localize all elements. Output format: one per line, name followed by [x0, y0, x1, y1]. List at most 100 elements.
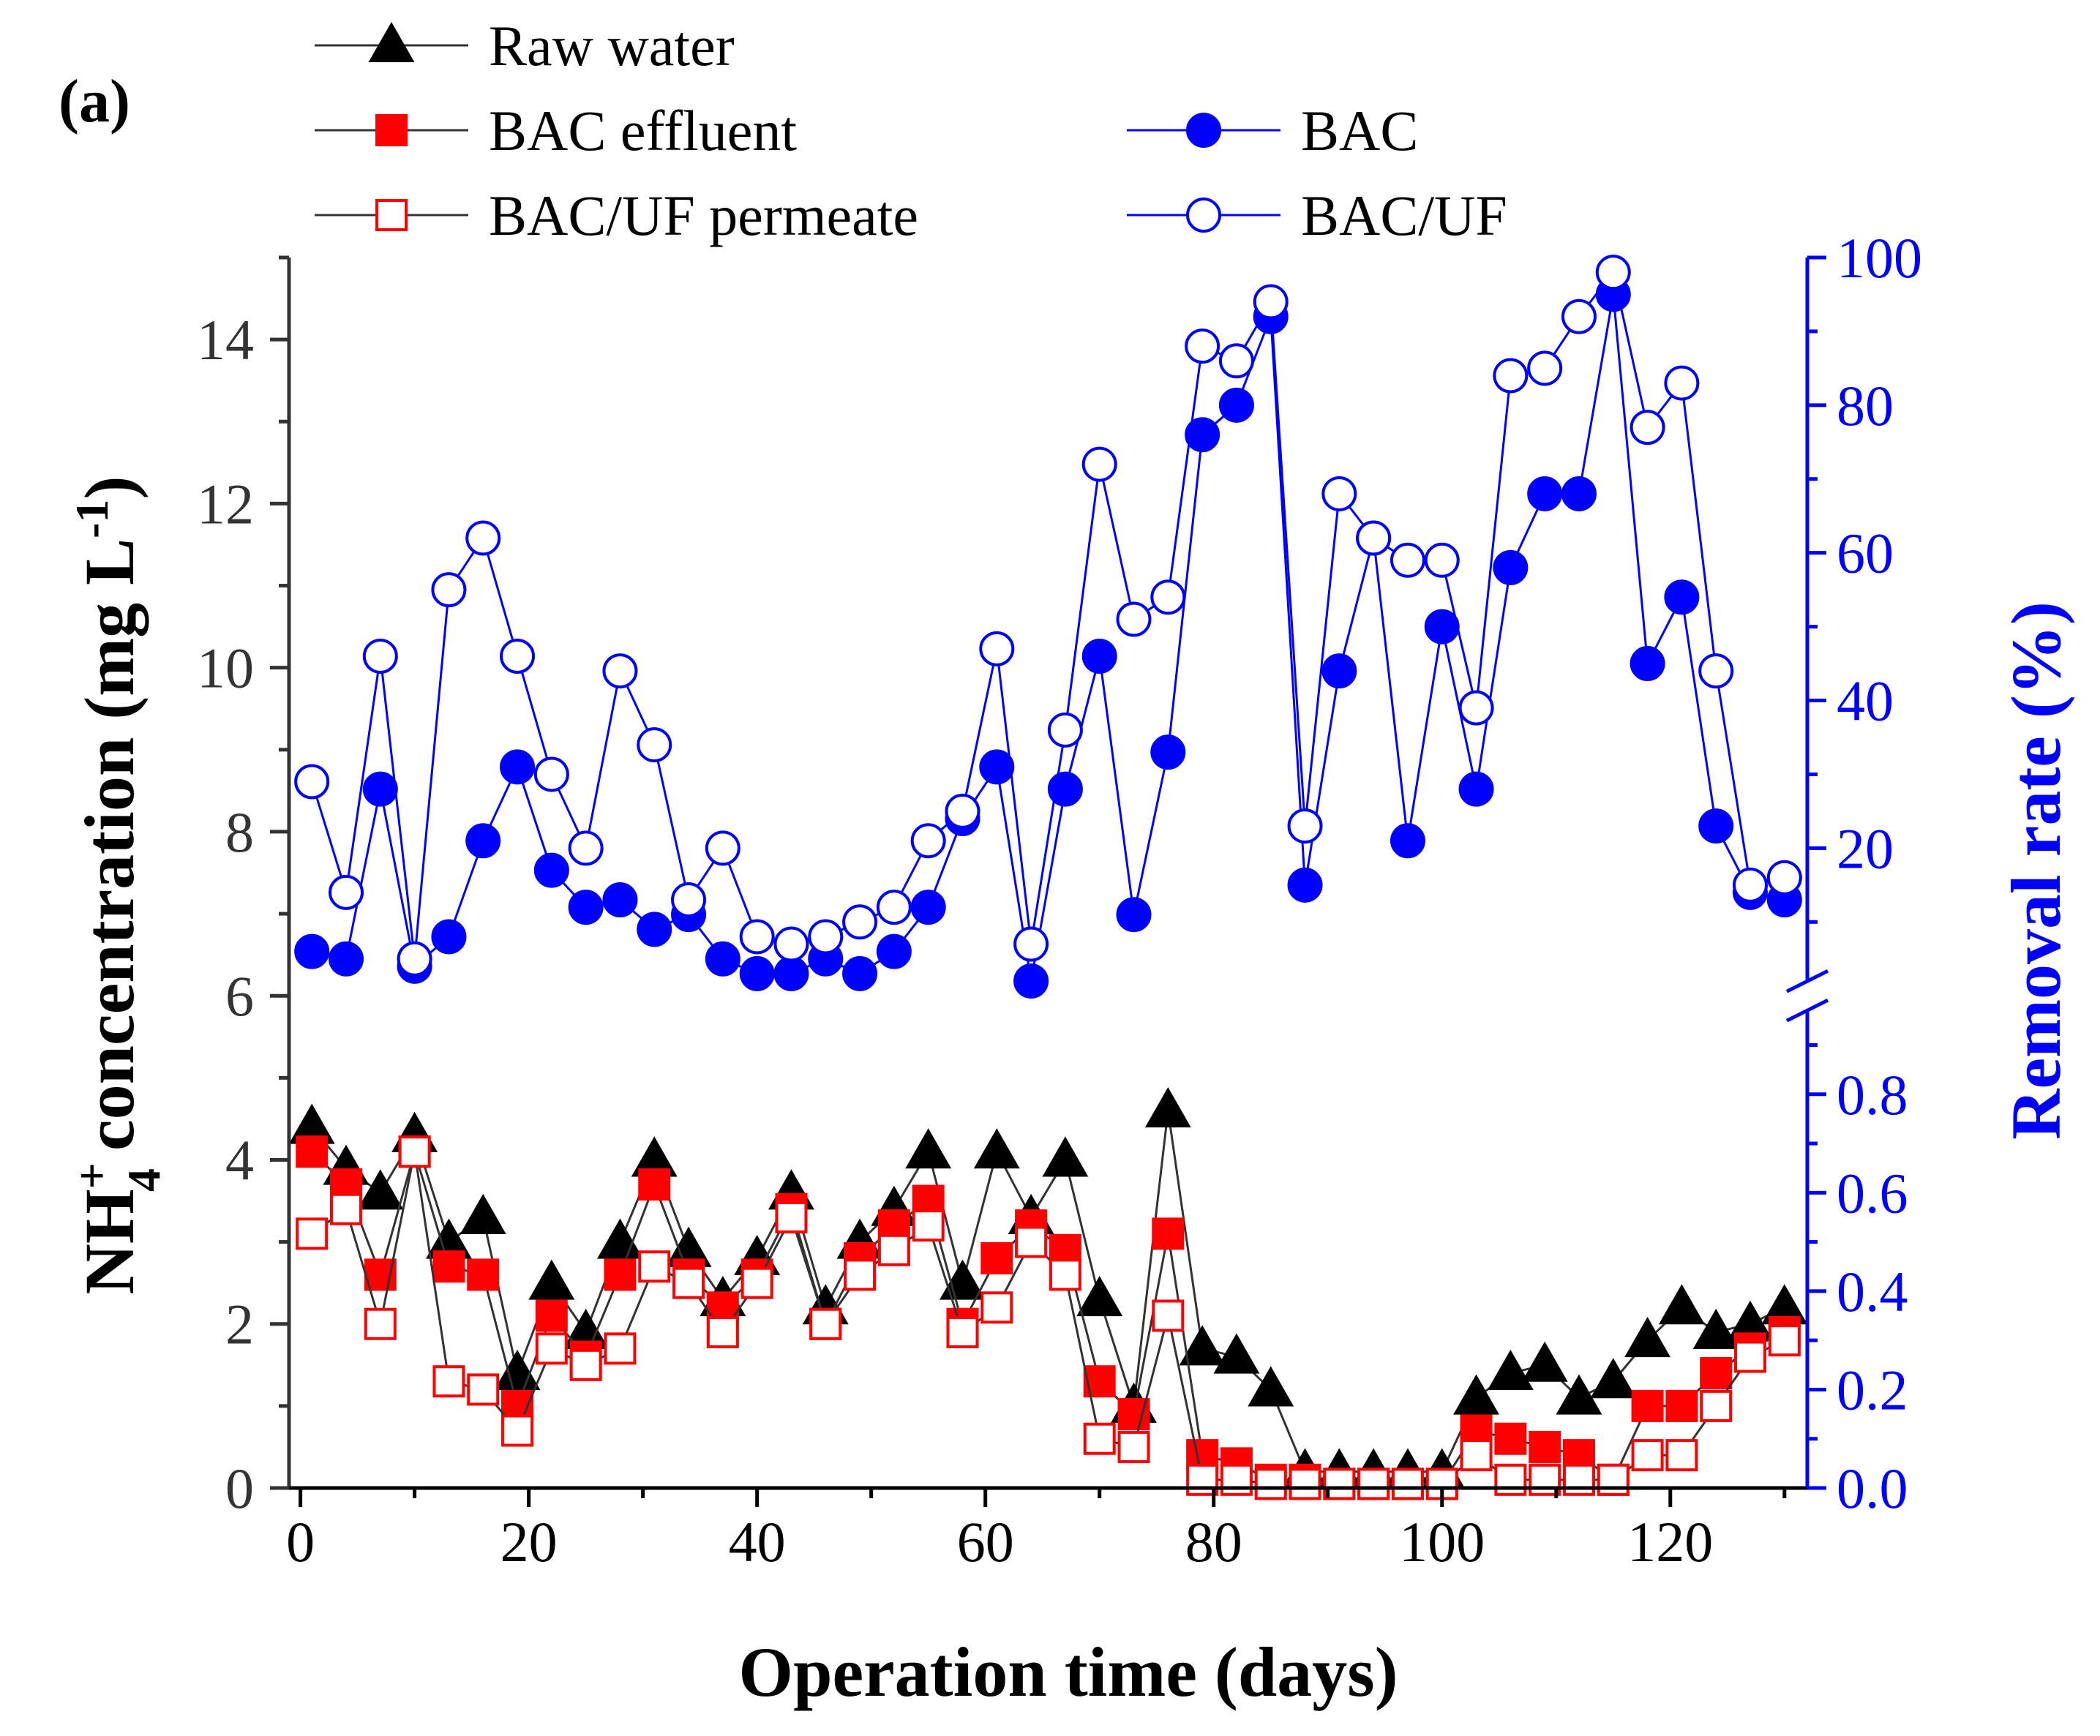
- data-point-bac: [1390, 823, 1425, 859]
- data-point-bac: [1287, 867, 1323, 903]
- legend-marker-bac-effluent: [375, 114, 408, 146]
- data-point-raw-water: [1248, 1366, 1294, 1407]
- data-point-bac-uf-permeate: [398, 1135, 431, 1168]
- legend-label: BAC/UF permeate: [489, 184, 918, 247]
- data-point-bac-uf: [1664, 365, 1700, 401]
- data-point-bac-uf-permeate: [1631, 1439, 1664, 1472]
- data-point-bac-uf: [533, 756, 569, 792]
- data-point-bac-effluent: [1152, 1217, 1185, 1250]
- data-point-bac-uf-permeate: [1562, 1463, 1595, 1496]
- y-tick-label: 4: [225, 1128, 254, 1192]
- legend-label: BAC/UF: [1301, 184, 1507, 247]
- data-point-bac-uf: [1493, 358, 1529, 394]
- legend-item-bac-uf: BAC/UF: [1127, 184, 1507, 247]
- data-point-bac-uf-permeate: [467, 1373, 500, 1406]
- data-point-bac-uf-permeate: [1700, 1389, 1733, 1422]
- data-point-bac: [1698, 808, 1734, 844]
- x-tick-label: 0: [286, 1510, 315, 1574]
- data-point-bac-uf-permeate: [1049, 1258, 1081, 1291]
- data-point-bac-uf-permeate: [946, 1315, 979, 1348]
- data-point-bac-effluent: [364, 1258, 397, 1291]
- data-point-raw-water: [973, 1128, 1020, 1169]
- data-point-bac-uf-permeate: [364, 1307, 397, 1340]
- y2-tick-label-upper: 80: [1837, 374, 1894, 437]
- data-point-bac: [842, 955, 878, 991]
- data-point-bac-uf: [500, 638, 536, 674]
- data-point-bac-uf-permeate: [638, 1250, 671, 1283]
- data-point-bac-effluent: [1529, 1430, 1561, 1463]
- data-point-raw-water: [1624, 1317, 1671, 1358]
- data-point-bac: [294, 933, 330, 969]
- data-point-bac: [773, 955, 809, 991]
- legend: Raw water BAC effluent BAC/UF permeate BAC B…: [315, 14, 1507, 247]
- data-point-bac-uf-permeate: [1083, 1422, 1116, 1455]
- data-point-raw-water: [905, 1128, 952, 1169]
- series-line-bac: [311, 294, 1785, 982]
- y2-tick-label-upper: 60: [1837, 522, 1894, 585]
- legend-item-bac-uf-permeate: BAC/UF permeate: [315, 184, 918, 247]
- data-point-bac-uf: [1630, 410, 1665, 446]
- data-point-bac-uf: [294, 764, 330, 800]
- data-point-bac-uf: [808, 919, 844, 955]
- data-point-bac-uf-permeate: [296, 1217, 329, 1250]
- panel-label: (a): [59, 67, 130, 135]
- legend-label: Raw water: [489, 14, 735, 78]
- data-point-bac: [1116, 897, 1152, 933]
- data-point-bac: [465, 823, 501, 859]
- y2-tick-label-lower: 0.0: [1837, 1457, 1908, 1520]
- data-point-raw-water: [1692, 1308, 1739, 1349]
- data-point-bac-uf: [602, 653, 638, 689]
- data-point-bac-uf-permeate: [1768, 1324, 1801, 1357]
- legend-marker-bac-uf: [1186, 198, 1221, 233]
- data-point-bac-uf: [842, 904, 878, 940]
- x-tick-label: 100: [1399, 1510, 1485, 1574]
- y-axis-title-base: NH: [70, 1189, 149, 1294]
- data-point-bac: [362, 771, 398, 807]
- data-point-raw-water: [1453, 1374, 1500, 1415]
- data-point-bac-effluent: [1665, 1389, 1698, 1422]
- data-point-bac-uf: [910, 823, 946, 859]
- x-tick-label: 40: [729, 1510, 786, 1574]
- data-point-bac-uf-permeate: [1665, 1439, 1698, 1472]
- data-point-raw-water: [357, 1169, 404, 1210]
- data-point-bac: [1664, 579, 1700, 615]
- x-tick-label: 20: [500, 1510, 558, 1574]
- y-tick-label: 0: [225, 1457, 254, 1520]
- data-point-bac-uf-permeate: [1460, 1439, 1493, 1472]
- y-axis-title-end: ): [70, 476, 149, 500]
- data-point-bac-uf: [465, 520, 501, 556]
- y-tick-label: 14: [197, 308, 254, 372]
- data-point-bac: [1493, 549, 1529, 585]
- y-tick-label: 2: [225, 1293, 254, 1356]
- data-point-bac-uf-permeate: [912, 1209, 945, 1242]
- data-point-bac-uf-permeate: [1289, 1468, 1321, 1500]
- data-point-bac: [533, 852, 569, 888]
- y-tick-label: 12: [197, 472, 254, 536]
- y-axis-title-sup: +: [66, 1162, 118, 1189]
- data-point-raw-water: [1042, 1136, 1089, 1177]
- data-point-bac-effluent: [1631, 1389, 1664, 1422]
- data-point-bac: [1013, 963, 1049, 999]
- data-point-bac-uf: [1698, 653, 1734, 689]
- data-point-bac-uf: [773, 926, 809, 962]
- data-point-bac-uf: [1150, 579, 1186, 615]
- data-point-bac-uf: [1321, 476, 1357, 511]
- data-point-bac-uf-permeate: [672, 1266, 705, 1299]
- x-tick-label: 60: [957, 1510, 1014, 1574]
- legend-item-bac-effluent: BAC effluent: [315, 99, 797, 162]
- data-point-bac-uf: [568, 830, 604, 866]
- data-point-bac-uf-permeate: [1152, 1299, 1185, 1332]
- data-point-raw-water: [1590, 1358, 1637, 1399]
- y-axis-title: NH+4 concentration (mg L-1): [66, 476, 170, 1295]
- data-point-bac: [739, 955, 775, 991]
- data-point-bac-uf-permeate: [809, 1307, 842, 1340]
- data-point-bac-effluent: [1700, 1357, 1733, 1390]
- data-point-bac: [1185, 417, 1220, 453]
- data-point-bac-uf: [1732, 867, 1768, 903]
- data-point-raw-water: [1658, 1284, 1705, 1325]
- data-point-raw-water: [1076, 1276, 1123, 1317]
- y-axis-title-exp: -1: [66, 500, 118, 538]
- data-point-bac-uf: [1116, 601, 1152, 637]
- data-point-raw-water: [460, 1193, 506, 1234]
